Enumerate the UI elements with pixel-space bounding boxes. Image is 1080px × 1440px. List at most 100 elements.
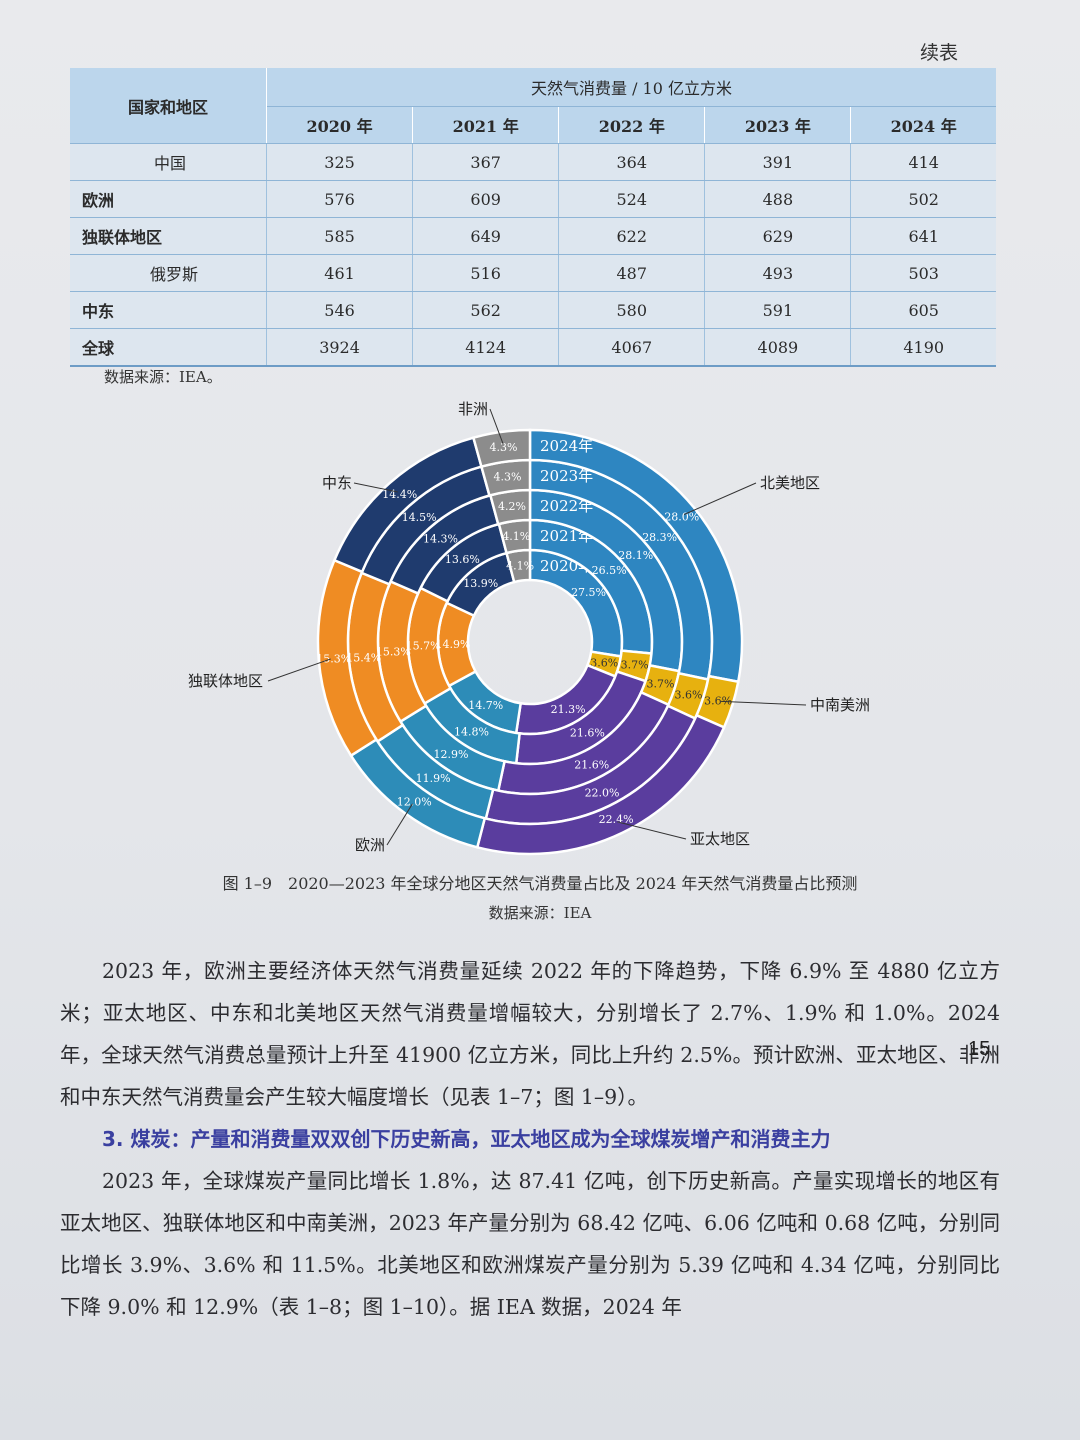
leader-line — [386, 803, 413, 846]
row-label: 全球 — [70, 328, 267, 367]
row-label: 中东 — [70, 291, 267, 329]
table-cell: 325 — [265, 143, 413, 181]
donut-chart: 27.5%3.6%21.3%14.7%14.9%13.9%4.1% 2020年26… — [188, 400, 870, 856]
slice-value-label: 4.1% — [502, 530, 530, 543]
year-header: 2020 年 — [265, 106, 413, 144]
leader-line — [489, 408, 504, 444]
region-label: 欧洲 — [355, 836, 385, 854]
slice-value-label: 14.7% — [468, 699, 503, 712]
gas-consumption-table: 国家和地区 天然气消费量 / 10 亿立方米 2020 年 2021 年 202… — [70, 68, 996, 367]
slice-value-label: 28.1% — [618, 549, 653, 562]
table-corner-header: 国家和地区 — [70, 68, 267, 144]
slice-value-label: 15.4% — [346, 652, 381, 665]
leader-line — [267, 658, 331, 682]
table-cell: 641 — [850, 217, 996, 255]
table-row: 俄罗斯 461 516 487 493 503 — [70, 254, 996, 292]
table-cell: 576 — [265, 180, 413, 218]
row-label: 欧洲 — [70, 180, 267, 218]
leader-line — [683, 482, 757, 515]
slice-value-label: 12.9% — [433, 748, 468, 761]
region-label: 中南美洲 — [810, 696, 870, 714]
slice-value-label: 3.6% — [590, 657, 618, 670]
table-cell: 562 — [412, 291, 559, 329]
slice-value-label: 14.5% — [402, 511, 437, 524]
slice-value-label: 4.1% — [506, 560, 534, 573]
slice-value-label: 28.0% — [664, 510, 699, 523]
table-cell: 622 — [558, 217, 705, 255]
slice-value-label: 4.3% — [489, 441, 517, 454]
slice-value-label: 3.7% — [621, 658, 649, 671]
region-label: 非洲 — [458, 400, 488, 418]
table-cell: 609 — [412, 180, 559, 218]
slice-value-label: 11.9% — [416, 772, 451, 785]
slice-value-label: 15.3% — [316, 653, 351, 666]
leader-line — [353, 482, 398, 493]
paragraph: 2023 年，全球煤炭产量同比增长 1.8%，达 87.41 亿吨，创下历史新高… — [60, 1169, 1000, 1319]
table-cell: 487 — [558, 254, 705, 292]
year-header: 2021 年 — [412, 106, 559, 144]
region-label: 独联体地区 — [188, 672, 263, 690]
table-row: 独联体地区 585 649 622 629 641 — [70, 217, 996, 255]
ring-year-label: 2023年 — [540, 467, 593, 485]
table-cell: 4067 — [558, 328, 705, 367]
table-cell: 649 — [412, 217, 559, 255]
table-row: 中东 546 562 580 591 605 — [70, 291, 996, 329]
table-cell: 605 — [850, 291, 996, 329]
table-cell: 367 — [412, 143, 559, 181]
table-cell: 461 — [265, 254, 413, 292]
slice-value-label: 27.5% — [571, 586, 606, 599]
year-header: 2022 年 — [558, 106, 705, 144]
slice-value-label: 21.6% — [574, 758, 609, 771]
leader-line — [617, 821, 687, 840]
row-label: 俄罗斯 — [70, 254, 267, 292]
table-cell: 629 — [704, 217, 851, 255]
page-number: 15 — [968, 1038, 991, 1060]
table-cell: 524 — [558, 180, 705, 218]
year-header: 2023 年 — [704, 106, 851, 144]
table-cell: 580 — [558, 291, 705, 329]
leader-line — [720, 700, 807, 706]
ring-year-label: 2024年 — [540, 437, 593, 455]
slice-value-label: 21.3% — [551, 703, 586, 716]
table-cell: 493 — [704, 254, 851, 292]
slice-value-label: 26.5% — [592, 564, 627, 577]
row-label: 独联体地区 — [70, 217, 267, 255]
table-cell: 4190 — [850, 328, 996, 367]
table-cell: 546 — [265, 291, 413, 329]
figure-caption: 图 1–9 2020—2023 年全球分地区天然气消费量占比及 2024 年天然… — [222, 874, 858, 893]
slice-value-label: 13.6% — [445, 553, 480, 566]
slice-value-label: 13.9% — [463, 577, 498, 590]
section-heading: 3. 煤炭：产量和消费量双双创下历史新高，亚太地区成为全球煤炭增产和消费主力 — [102, 1127, 831, 1151]
slice-value-label: 22.4% — [599, 813, 634, 826]
slice-value-label: 28.3% — [642, 531, 677, 544]
table-cell: 364 — [558, 143, 705, 181]
table-cell: 391 — [704, 143, 851, 181]
slice-value-label: 14.3% — [423, 532, 458, 545]
table-cell: 591 — [704, 291, 851, 329]
slice-value-label: 22.0% — [585, 787, 620, 800]
table-row: 中国 325 367 364 391 414 — [70, 143, 996, 181]
table-cell: 516 — [412, 254, 559, 292]
table-cell: 503 — [850, 254, 996, 292]
donut-slice — [471, 428, 532, 469]
table-cell: 502 — [850, 180, 996, 218]
year-header: 2024 年 — [850, 106, 996, 144]
slice-value-label: 3.7% — [647, 678, 675, 691]
table-cell: 4089 — [704, 328, 851, 367]
table-cell: 414 — [850, 143, 996, 181]
slice-value-label: 4.2% — [498, 500, 526, 513]
slice-value-label: 15.3% — [376, 646, 411, 659]
region-label: 北美地区 — [760, 474, 820, 492]
slice-value-label: 14.9% — [436, 638, 471, 651]
table-row: 全球 3924 4124 4067 4089 4190 — [70, 328, 996, 367]
table-cell: 585 — [265, 217, 413, 255]
paragraph: 2023 年，欧洲主要经济体天然气消费量延续 2022 年的下降趋势，下降 6.… — [60, 959, 1000, 1109]
ring-year-label: 2022年 — [540, 497, 593, 515]
table-cell: 488 — [704, 180, 851, 218]
slice-value-label: 14.8% — [454, 726, 489, 739]
slice-value-label: 14.4% — [382, 488, 417, 501]
figure-source: 数据来源：IEA — [488, 904, 592, 922]
table-cell: 3924 — [265, 328, 413, 367]
slice-value-label: 21.6% — [570, 726, 605, 739]
slice-value-label: 3.6% — [704, 695, 732, 708]
